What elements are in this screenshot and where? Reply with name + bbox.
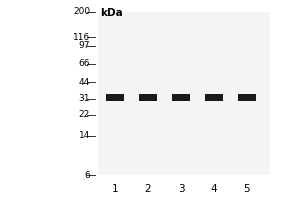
Text: 3: 3 [178, 184, 184, 194]
Text: kDa: kDa [100, 8, 123, 18]
Text: 14: 14 [79, 131, 90, 140]
Text: 31: 31 [79, 94, 90, 103]
Text: 6: 6 [84, 170, 90, 180]
Text: 66: 66 [79, 59, 90, 68]
Text: 4: 4 [211, 184, 217, 194]
Text: 1: 1 [112, 184, 118, 194]
Text: 22: 22 [79, 110, 90, 119]
Text: 97: 97 [79, 41, 90, 50]
Text: 5: 5 [244, 184, 250, 194]
Text: 200: 200 [73, 7, 90, 17]
Text: 44: 44 [79, 78, 90, 87]
Text: 2: 2 [145, 184, 151, 194]
Text: 116: 116 [73, 33, 90, 42]
